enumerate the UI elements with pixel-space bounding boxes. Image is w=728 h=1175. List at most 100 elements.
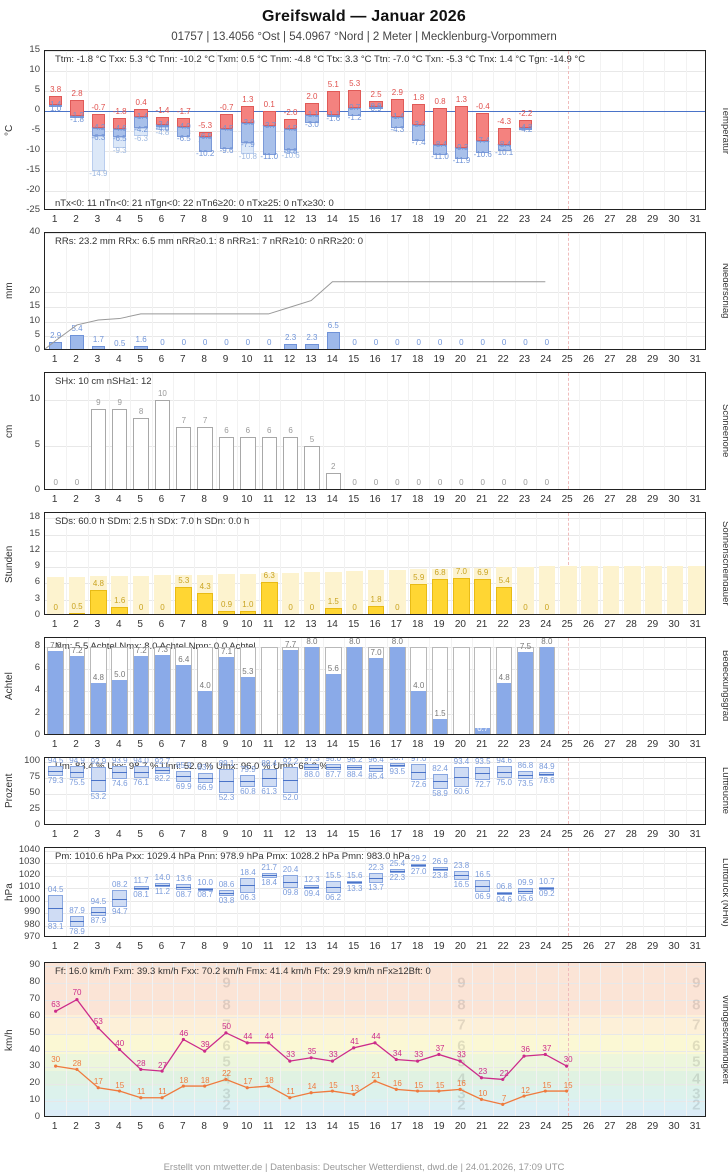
precip-label: 0 [373, 338, 379, 347]
temp-min-bar [49, 105, 63, 108]
temp-mean-label: -4.5 [219, 124, 234, 133]
day-separator [664, 51, 665, 209]
y-tick-label: -15 [26, 164, 40, 175]
day-separator [301, 758, 302, 824]
snow-label: 10 [157, 389, 167, 399]
pressure-max-label: 14.0 [154, 873, 171, 882]
temp-max-label: -0.7 [219, 102, 234, 112]
gridline [45, 322, 705, 323]
day-separator [216, 51, 217, 209]
gridline [45, 778, 705, 779]
x-tick-label: 28 [625, 1121, 637, 1132]
temp-max-bar [49, 95, 63, 106]
day-separator [686, 638, 687, 734]
temp-max-label: -2.0 [283, 108, 298, 117]
temp-max-label: 1.3 [455, 94, 467, 104]
x-tick-label: 15 [348, 354, 360, 365]
x-tick-label: 4 [115, 1121, 122, 1132]
x-tick-label: 26 [582, 494, 595, 505]
day-separator [536, 963, 537, 1116]
day-separator [66, 51, 67, 209]
daylength-band [687, 566, 705, 614]
x-tick-label: 23 [518, 354, 531, 365]
pressure-min-label: 04.6 [496, 894, 512, 904]
x-tick-label: 19 [433, 354, 445, 365]
temp-max-label: -0.7 [91, 102, 106, 112]
temp-max-label: 1.8 [413, 92, 425, 102]
x-tick-label: 29 [647, 214, 659, 225]
day-separator [686, 513, 687, 614]
wind-gust-label: 37 [542, 1043, 552, 1053]
day-separator [600, 848, 601, 936]
panel-sunshine: SDs: 60.0 h SDm: 2.5 h SDx: 7.0 h SDn: 0… [4, 512, 728, 630]
x-tick-label: 18 [412, 619, 424, 630]
pressure-min-label: 08.1 [133, 890, 149, 900]
x-tick-label: 29 [647, 1121, 659, 1132]
humidity-range-box [432, 773, 448, 789]
wind-gust-label: 33 [414, 1050, 424, 1060]
day-separator [365, 513, 366, 614]
day-separator [323, 638, 324, 734]
humidity-range-box [112, 766, 128, 779]
wind-gust-label: 53 [93, 1016, 103, 1026]
day-separator [429, 233, 430, 349]
temp-max-label: -1.7 [176, 106, 191, 116]
day-separator [429, 638, 430, 734]
wind-mean-label: 28 [72, 1058, 82, 1068]
gridline [45, 191, 705, 192]
x-tick-label: 23 [518, 941, 531, 952]
daylength-band [623, 566, 641, 614]
day-separator [515, 848, 516, 936]
y-tick-label: 3 [34, 592, 40, 604]
humidity-mean-line [112, 772, 128, 774]
gridline [45, 762, 705, 763]
panel-snow: SHx: 10 cm nSH≥1: 12 0 0 9 9 8 10 7 7 6 6 6 6 5 2 0 0 0 0 0… [4, 372, 728, 505]
pressure-max-label: 04.5 [47, 884, 64, 894]
x-tick-label: 30 [668, 354, 680, 365]
temp-min-label: -7.4 [411, 137, 426, 147]
humidity-min-label: 74.6 [111, 778, 128, 788]
temp-max-label: 2.5 [370, 90, 382, 99]
x-tick-label: 30 [668, 941, 680, 952]
temp-min-bar [454, 148, 469, 159]
x-tick-label: 21 [476, 941, 488, 952]
x-tick-label: 27 [604, 619, 616, 630]
beaufort-band [45, 1109, 705, 1116]
x-tick-label: 7 [180, 214, 186, 225]
gridline [45, 851, 705, 852]
x-tick-label: 5 [137, 829, 143, 840]
pressure-max-label: 26.9 [432, 856, 448, 866]
pressure-max-label: 10.7 [539, 877, 555, 887]
y-tick-label: 60 [29, 1009, 40, 1021]
right-label-sunshine: Sonnenscheindauer [720, 521, 728, 606]
x-tick-label: 30 [668, 214, 680, 225]
x-tick-label: 10 [241, 494, 253, 505]
day-separator [216, 963, 217, 1116]
pressure-max-label: 06.8 [496, 882, 512, 891]
temp-min-bar [433, 144, 447, 155]
pressure-max-label: 10.0 [197, 878, 213, 887]
sunshine-bar [410, 584, 428, 614]
day-separator [451, 963, 452, 1116]
day-separator [237, 758, 238, 824]
station-subtitle: 01757 | 13.4056 °Ost | 54.0967 °Nord | 2… [171, 31, 557, 43]
day-separator [451, 638, 452, 734]
day-separator [280, 373, 281, 489]
temp-max-bar [177, 117, 191, 127]
humidity-max-label: 82.4 [432, 763, 448, 773]
x-tick-label: 9 [222, 619, 229, 630]
temp-min-bar [497, 144, 511, 152]
day-separator [130, 513, 131, 614]
precip-label: 0 [501, 338, 507, 347]
day-separator [259, 758, 260, 824]
snow-bar [176, 427, 192, 489]
day-separator [237, 848, 238, 936]
today-marker [568, 638, 570, 734]
day-separator [622, 848, 623, 936]
x-tick-label: 19 [433, 739, 445, 750]
x-tick-label: 22 [497, 619, 509, 630]
day-separator [109, 233, 110, 349]
y-tick-label: 75 [29, 771, 40, 783]
snow-bar [197, 427, 213, 489]
gridline [45, 926, 705, 927]
